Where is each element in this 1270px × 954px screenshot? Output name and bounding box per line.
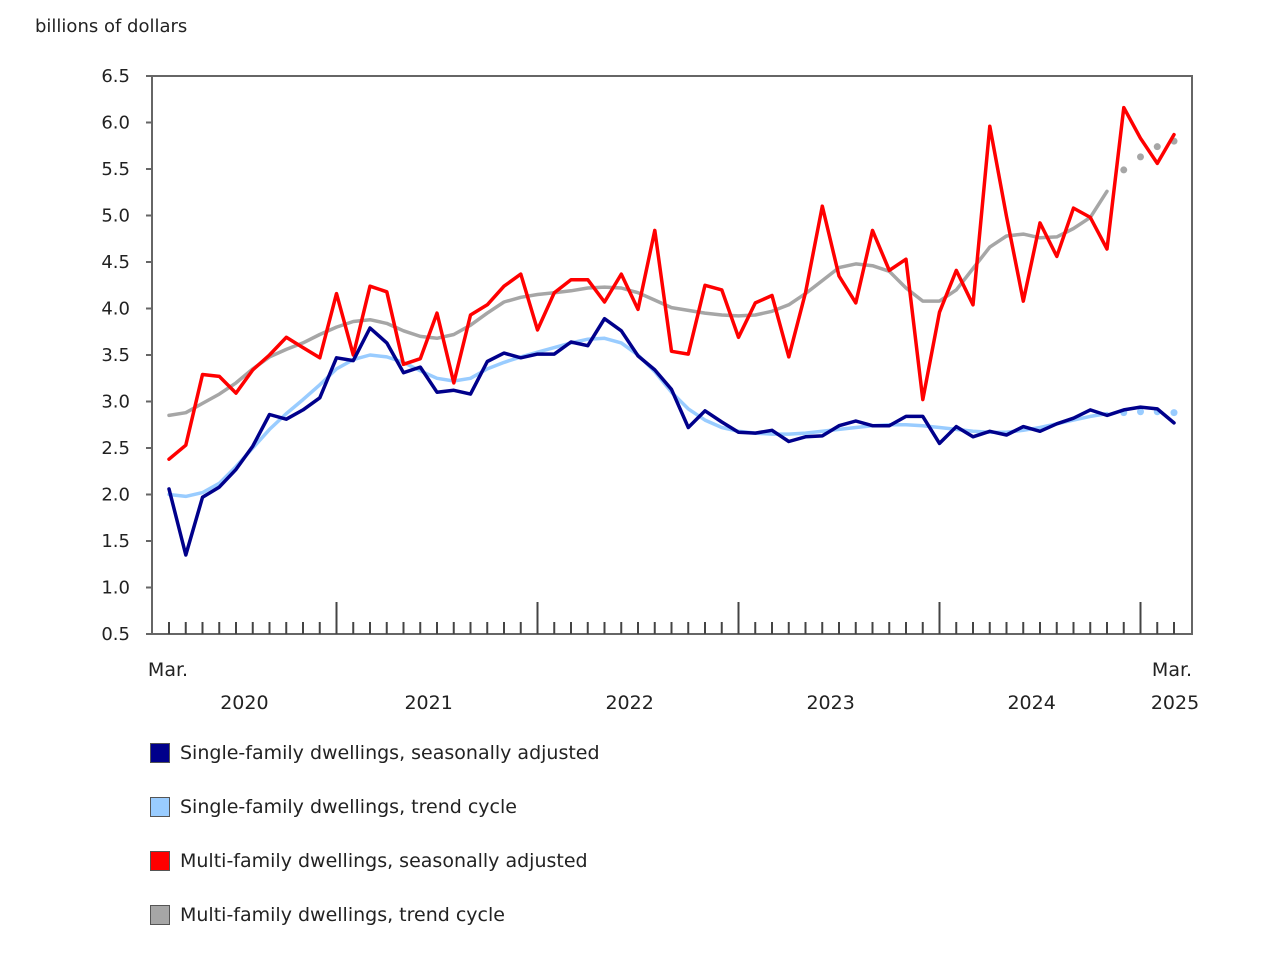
plot-frame xyxy=(151,75,1193,635)
legend-item-single-trend: Single-family dwellings, trend cycle xyxy=(150,792,600,822)
chart-legend: Single-family dwellings, seasonally adju… xyxy=(150,738,600,954)
legend-item-multi-sa: Multi-family dwellings, seasonally adjus… xyxy=(150,846,600,876)
legend-swatch-single-trend xyxy=(150,797,170,817)
legend-item-multi-trend: Multi-family dwellings, trend cycle xyxy=(150,900,600,930)
series-point-dotted xyxy=(1170,409,1178,417)
y-tick-label: 3.0 xyxy=(101,392,130,413)
y-tick-label: 2.0 xyxy=(101,485,130,506)
x-year-label: 2024 xyxy=(1007,692,1055,714)
legend-swatch-multi-trend xyxy=(150,905,170,925)
x-year-label: 2020 xyxy=(220,692,268,714)
y-tick-label: 0.5 xyxy=(101,624,130,645)
y-tick-label: 5.5 xyxy=(101,159,130,180)
y-tick-label: 2.5 xyxy=(101,438,130,459)
series-point-dotted xyxy=(1120,166,1128,174)
series-line xyxy=(167,336,1109,499)
x-year-label: 2023 xyxy=(806,692,854,714)
x-year-label: 2025 xyxy=(1151,692,1199,714)
y-tick-label: 5.0 xyxy=(101,206,130,227)
y-tick-label: 6.5 xyxy=(101,66,130,87)
y-tick-label: 4.5 xyxy=(101,252,130,273)
legend-item-single-sa: Single-family dwellings, seasonally adju… xyxy=(150,738,600,768)
legend-swatch-multi-sa xyxy=(150,851,170,871)
series-point-dotted xyxy=(1153,143,1161,151)
series-line xyxy=(167,105,1176,461)
legend-label: Multi-family dwellings, trend cycle xyxy=(180,904,505,926)
x-end-month-label: Mar. xyxy=(1152,659,1192,681)
legend-swatch-single-sa xyxy=(150,743,170,763)
y-tick-label: 1.5 xyxy=(101,531,130,552)
series-point-dotted xyxy=(1137,408,1144,416)
legend-label: Single-family dwellings, trend cycle xyxy=(180,796,517,818)
y-tick-label: 6.0 xyxy=(101,113,130,134)
line-chart: 6.5 6.0 5.5 5.0 4.5 4.0 3.5 3.0 2.5 2.0 1.5 1.0 0.5 2… xyxy=(101,66,1199,714)
y-tick-label: 1.0 xyxy=(101,578,130,599)
x-year-label: 2022 xyxy=(605,692,653,714)
x-start-month-label: Mar. xyxy=(148,659,188,681)
x-year-label: 2021 xyxy=(404,692,452,714)
series-line xyxy=(167,316,1176,557)
y-axis-unit-label: billions of dollars xyxy=(35,16,188,37)
series-point-dotted xyxy=(1137,153,1144,161)
y-tick-label: 3.5 xyxy=(101,345,130,366)
legend-label: Single-family dwellings, seasonally adju… xyxy=(180,742,600,764)
legend-label: Multi-family dwellings, seasonally adjus… xyxy=(180,850,588,872)
y-tick-label: 4.0 xyxy=(101,299,130,320)
